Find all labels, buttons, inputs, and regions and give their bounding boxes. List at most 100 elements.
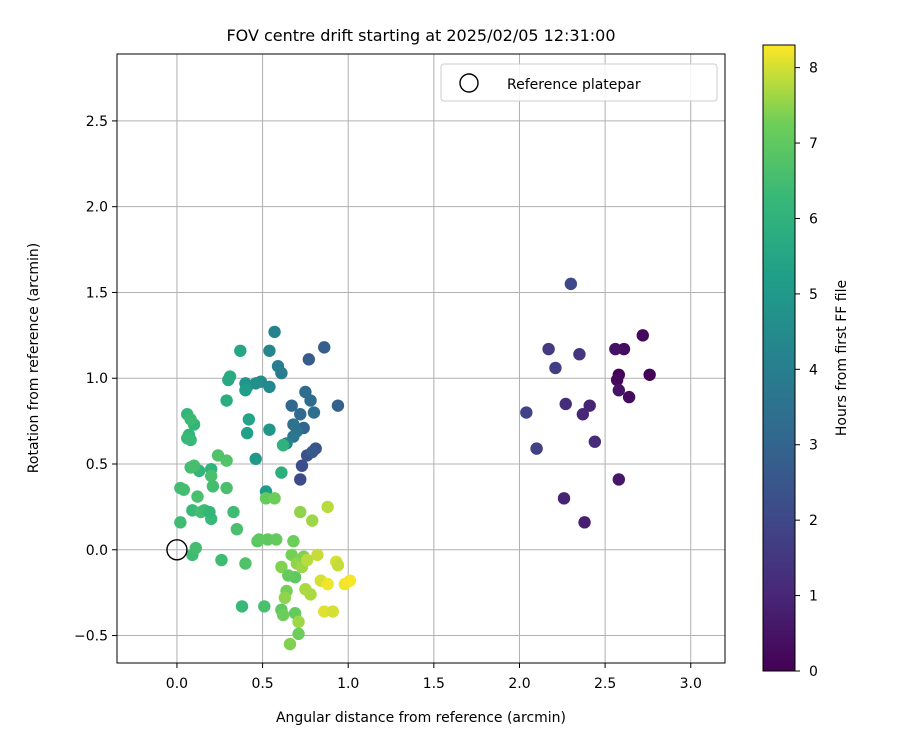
- y-tick-label: 2.5: [86, 114, 108, 130]
- data-point: [331, 559, 345, 572]
- data-point: [559, 397, 572, 411]
- data-point: [230, 522, 244, 536]
- data-point: [252, 533, 266, 546]
- data-point: [206, 480, 220, 493]
- y-tick-label: 1.0: [86, 371, 108, 387]
- data-point: [234, 344, 247, 357]
- data-point: [321, 577, 334, 591]
- data-point: [204, 469, 218, 483]
- data-point: [285, 399, 298, 412]
- data-point: [287, 535, 300, 548]
- data-point: [270, 533, 283, 546]
- grid: [117, 54, 725, 663]
- colorbar-tick-label: 0: [809, 664, 818, 680]
- legend-marker: [459, 73, 479, 93]
- data-point: [278, 591, 292, 605]
- data-point: [275, 560, 288, 574]
- plot-frame: [116, 53, 726, 664]
- data-point: [215, 553, 228, 567]
- data-point: [311, 548, 324, 562]
- data-points: [174, 277, 656, 651]
- data-point: [223, 370, 237, 383]
- data-point: [242, 413, 256, 426]
- data-point: [220, 394, 233, 407]
- data-point: [181, 432, 194, 445]
- data-point: [220, 481, 233, 495]
- x-tick-label: 3.0: [680, 676, 702, 692]
- data-point: [583, 399, 596, 412]
- data-point: [576, 408, 590, 421]
- colorbar-tick-label: 2: [809, 513, 818, 529]
- colorbar-tick-label: 5: [809, 287, 818, 303]
- colorbar-tick-label: 3: [809, 438, 818, 454]
- x-tick-label: 1.5: [423, 676, 445, 692]
- data-point: [283, 637, 297, 651]
- data-point: [239, 557, 252, 570]
- data-point: [191, 490, 204, 503]
- data-point: [268, 325, 281, 339]
- data-point: [187, 459, 201, 472]
- data-point: [578, 516, 591, 529]
- data-point: [643, 368, 656, 381]
- data-point: [306, 445, 319, 459]
- data-point: [573, 348, 586, 361]
- data-point: [542, 342, 555, 356]
- x-axis-ticks: 0.0 0.5 1.0 1.5 2.0 2.5 3.0: [166, 663, 702, 692]
- data-point: [240, 426, 254, 440]
- data-point: [307, 406, 321, 419]
- data-point: [343, 574, 357, 587]
- y-tick-label: 2.0: [86, 200, 108, 216]
- data-point: [622, 390, 636, 404]
- data-point: [294, 505, 307, 519]
- data-point: [177, 483, 190, 496]
- data-point: [220, 454, 233, 467]
- data-point: [636, 329, 649, 342]
- data-point: [557, 492, 571, 505]
- data-point: [331, 399, 345, 412]
- data-point: [276, 438, 290, 452]
- data-point: [292, 627, 305, 641]
- data-point: [239, 384, 252, 397]
- colorbar-tick-label: 7: [809, 136, 818, 152]
- colorbar-label: Hours from first FF file: [834, 280, 850, 436]
- data-point: [259, 492, 273, 505]
- data-point: [520, 406, 533, 419]
- data-point: [318, 341, 331, 354]
- data-point: [263, 423, 276, 436]
- colorbar-tick-label: 8: [809, 61, 818, 77]
- data-point: [610, 373, 624, 387]
- data-point: [258, 600, 271, 613]
- data-point: [318, 605, 331, 618]
- y-axis-ticks: −0.5 0.0 0.5 1.0 1.5 2.0 2.5: [74, 114, 117, 645]
- x-tick-label: 1.0: [337, 676, 359, 692]
- data-point: [588, 435, 602, 448]
- y-tick-label: −0.5: [74, 629, 108, 645]
- data-point: [294, 473, 307, 486]
- x-tick-label: 0.5: [251, 676, 273, 692]
- colorbar-tick-label: 4: [809, 362, 818, 378]
- data-point: [174, 516, 187, 529]
- data-point: [227, 505, 240, 519]
- data-point: [189, 541, 202, 555]
- legend-label: Reference platepar: [507, 77, 641, 93]
- y-tick-label: 0.5: [86, 457, 108, 473]
- data-point: [276, 608, 290, 622]
- data-point: [261, 533, 274, 546]
- data-point: [275, 466, 288, 479]
- data-point: [203, 505, 216, 519]
- data-point: [530, 442, 543, 455]
- data-point: [271, 360, 285, 373]
- data-point: [263, 344, 276, 357]
- chart-title: FOV centre drift starting at 2025/02/05 …: [226, 26, 615, 45]
- data-point: [321, 500, 334, 514]
- data-point: [612, 384, 626, 397]
- data-point: [549, 361, 562, 375]
- x-tick-label: 2.5: [594, 676, 616, 692]
- data-point: [268, 492, 281, 505]
- colorbar: [762, 44, 796, 672]
- data-point: [294, 408, 307, 421]
- data-point: [235, 600, 249, 613]
- data-point: [612, 473, 626, 486]
- colorbar-tick-label: 1: [809, 589, 818, 605]
